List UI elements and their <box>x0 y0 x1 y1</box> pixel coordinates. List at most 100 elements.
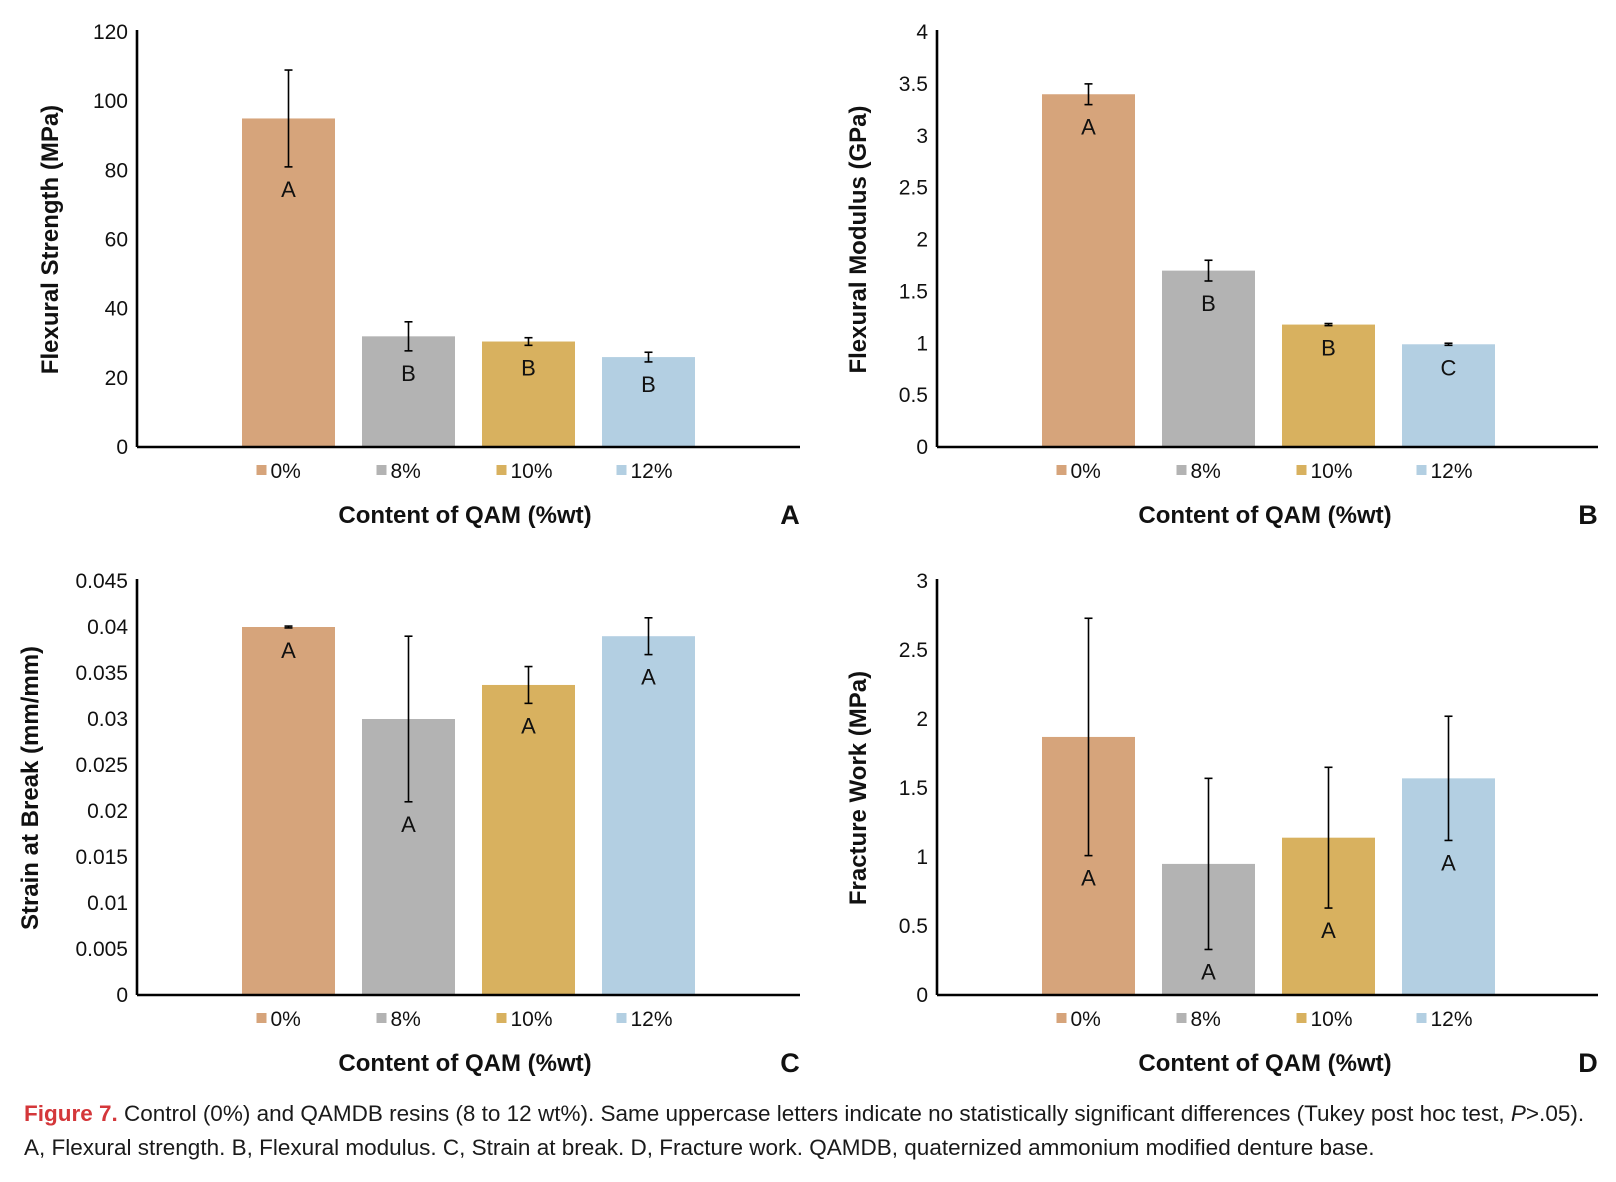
y-tick-label: 0.025 <box>75 754 128 777</box>
group-letter: A <box>1201 959 1216 984</box>
group-letter: A <box>401 812 416 837</box>
caption-text-1: Control (0%) and QAMDB resins (8 to 12 w… <box>117 1101 1511 1126</box>
group-letter: B <box>641 372 656 397</box>
y-tick-label: 0 <box>916 436 928 459</box>
legend-label: 12% <box>631 1008 673 1031</box>
chart-panel-c: A A A A 0 0.005 0.01 0.015 0.02 0.025 0.03 0.035 0.0… <box>17 570 800 1078</box>
y-tick-label: 1 <box>916 846 928 869</box>
legend-swatch-0pct <box>1056 1013 1067 1023</box>
y-tick-label: 120 <box>93 21 128 44</box>
y-tick-label: 0.5 <box>899 915 928 938</box>
y-tick-label: 0.015 <box>75 846 128 869</box>
bar-12pct <box>602 636 695 995</box>
legend-label: 0% <box>1071 1008 1101 1031</box>
bar-10pct <box>482 341 575 447</box>
x-axis-label: Content of QAM (%wt) <box>1138 1050 1391 1077</box>
y-tick-label: 2 <box>916 229 928 252</box>
y-tick-label: 1.5 <box>899 777 928 800</box>
bar-10pct <box>482 684 575 995</box>
y-tick-label: 4 <box>916 21 928 44</box>
y-tick-label: 0.04 <box>87 616 128 639</box>
legend-label: 12% <box>631 460 673 483</box>
y-tick-label: 60 <box>105 229 128 252</box>
legend-label: 0% <box>1071 460 1101 483</box>
y-tick-label: 3 <box>916 125 928 148</box>
group-letter: A <box>1081 866 1096 891</box>
group-letter: A <box>521 713 536 738</box>
y-tick-label: 1 <box>916 332 928 355</box>
group-letter: A <box>641 665 656 690</box>
legend-swatch-8pct <box>1176 1013 1187 1023</box>
group-letter: B <box>1201 291 1216 316</box>
y-tick-label: 0 <box>916 984 928 1007</box>
legend-label: 12% <box>1431 460 1473 483</box>
group-letter: A <box>1441 850 1456 875</box>
group-letter: A <box>281 638 296 663</box>
figure-caption: Figure 7. Control (0%) and QAMDB resins … <box>24 1097 1594 1165</box>
y-tick-label: 0 <box>116 984 128 1007</box>
legend-label: 12% <box>1431 1008 1473 1031</box>
legend-swatch-12pct <box>1416 1013 1427 1023</box>
bar-12pct <box>1402 344 1495 447</box>
panel-label: A <box>780 500 800 530</box>
y-tick-label: 0.01 <box>87 892 128 915</box>
y-tick-label: 0.035 <box>75 662 128 685</box>
y-axis-label: Strain at Break (mm/mm) <box>17 646 44 930</box>
y-tick-label: 3 <box>916 570 928 593</box>
y-tick-label: 2.5 <box>899 177 928 200</box>
figure-label: Figure 7. <box>24 1101 118 1126</box>
group-letter: B <box>1321 336 1336 361</box>
legend-swatch-10pct <box>1296 1013 1307 1023</box>
legend-swatch-12pct <box>616 1013 627 1023</box>
y-tick-label: 3.5 <box>899 73 928 96</box>
x-axis-label: Content of QAM (%wt) <box>338 1050 591 1077</box>
chart-panel-b: A B B C 0 0.5 1 1.5 2 2.5 3 3.5 4 Flexural Modulus (G… <box>845 21 1598 530</box>
legend-swatch-8pct <box>376 1013 387 1023</box>
y-tick-label: 40 <box>105 298 128 321</box>
group-letter: B <box>401 361 416 386</box>
group-letter: A <box>1321 918 1336 943</box>
bar-0pct <box>242 627 335 995</box>
legend-swatch-10pct <box>1296 465 1307 475</box>
bar-8pct <box>362 336 455 447</box>
group-letter: A <box>1081 115 1096 140</box>
legend-label: 10% <box>1311 1008 1353 1031</box>
x-axis-label: Content of QAM (%wt) <box>1138 502 1391 529</box>
y-tick-label: 2.5 <box>899 639 928 662</box>
chart-panel-d: A A A A 0 0.5 1 1.5 2 2.5 3 Fracture Work (MPa) 0% 8%… <box>845 570 1598 1078</box>
x-axis-label: Content of QAM (%wt) <box>338 502 591 529</box>
bar-0pct <box>1042 94 1135 447</box>
legend-label: 10% <box>511 1008 553 1031</box>
legend-label: 8% <box>1191 1008 1221 1031</box>
legend-swatch-12pct <box>616 465 627 475</box>
y-tick-label: 20 <box>105 367 128 390</box>
legend-swatch-10pct <box>496 465 507 475</box>
group-letter: B <box>521 355 536 380</box>
y-axis-label: Fracture Work (MPa) <box>845 671 872 905</box>
y-axis-label: Flexural Modulus (GPa) <box>845 105 872 373</box>
caption-p-italic: P <box>1510 1101 1526 1126</box>
caption-text-2: >.05). A, Flexural strength. B, Flexural… <box>24 1101 1585 1160</box>
group-letter: C <box>1441 355 1457 380</box>
y-tick-label: 100 <box>93 90 128 113</box>
y-tick-label: 0.045 <box>75 570 128 593</box>
legend-swatch-8pct <box>376 465 387 475</box>
y-tick-label: 1.5 <box>899 280 928 303</box>
y-tick-label: 80 <box>105 159 128 182</box>
y-tick-label: 2 <box>916 708 928 731</box>
y-tick-label: 0.005 <box>75 938 128 961</box>
legend-swatch-8pct <box>1176 465 1187 475</box>
chart-panel-a: A B B B 0 20 40 60 80 100 120 Flexural Strength (MP… <box>37 21 800 530</box>
legend-swatch-0pct <box>256 465 267 475</box>
legend-swatch-10pct <box>496 1013 507 1023</box>
legend-label: 8% <box>1191 460 1221 483</box>
bar-12pct <box>602 357 695 447</box>
legend-label: 0% <box>271 460 301 483</box>
y-tick-label: 0 <box>116 436 128 459</box>
y-tick-label: 0.03 <box>87 708 128 731</box>
legend-label: 8% <box>391 460 421 483</box>
panel-label: D <box>1578 1048 1598 1078</box>
bar-0pct <box>242 118 335 447</box>
bar-8pct <box>1162 270 1255 447</box>
